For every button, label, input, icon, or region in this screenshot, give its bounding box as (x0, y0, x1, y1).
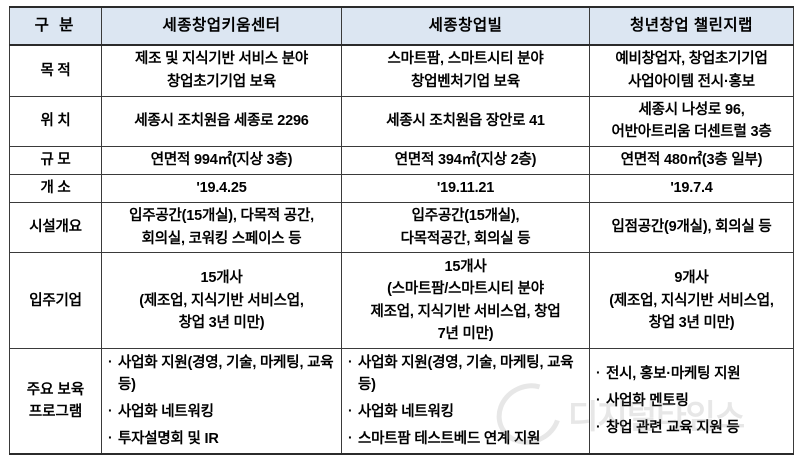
cell-line: 7년 미만) (437, 326, 494, 343)
bullet-dot-icon: · (108, 353, 113, 370)
cell-line: 입주공간(15개실), (411, 208, 520, 225)
bullet-dot-icon: · (108, 402, 113, 419)
cell-bldg: 세종시 조치원읍 장안로 41 (341, 95, 590, 148)
cell-lab: 세종시 나성로 96, 어반아트리움 더센트럴 3층 (589, 95, 794, 148)
table-body: 목 적 제조 및 지식기반 서비스 분야 창업초기기업 보육 스마트팜, 스마트시티 … (9, 44, 794, 456)
cell-line: 사업아이템 전시·홍보 (628, 73, 755, 90)
row-label-line: 주요 보육 (26, 381, 85, 398)
row-label: 위 치 (9, 95, 102, 148)
row-label: 개 소 (9, 173, 102, 203)
table-row: 개 소 '19.4.25 '19.11.21 '19.7.4 (9, 173, 794, 203)
row-label: 시설개요 (9, 201, 102, 254)
cell-line: 9개사 (674, 270, 709, 287)
cell-line: (제조업, 지식기반 서비스업, (609, 292, 774, 309)
cell-line: 15개사 (200, 270, 243, 287)
cell-line: 창업 3년 미만) (648, 315, 735, 332)
cell-center: '19.4.25 (101, 173, 342, 203)
cell-bldg: · 사업화 지원(경영, 기술, 마케팅, 교육 등) · 사업화 네트워킹 · 스마트팜… (341, 348, 590, 456)
bullet-item: · 사업화 네트워킹 (348, 402, 454, 421)
row-label: 입주기업 (9, 252, 102, 350)
table-row: 주요 보육 프로그램 · 사업화 지원(경영, 기술, 마케팅, 교육 등) · 사업화 … (9, 348, 794, 456)
cell-center: · 사업화 지원(경영, 기술, 마케팅, 교육 등) · 사업화 네트워킹 · 투자설명… (101, 348, 342, 456)
bullet-dot-icon: · (596, 418, 601, 435)
cell-line: 입점공간(9개실), 회의실 등 (611, 219, 772, 236)
cell-line: 연면적 480㎡(3층 일부) (620, 152, 763, 169)
cell-line: 창업 3년 미만) (178, 315, 265, 332)
cell-line: 제조업, 지식기반 서비스업, 창업 (370, 303, 561, 320)
bullet-item: · 사업화 지원(경영, 기술, 마케팅, 교육 등) (108, 353, 334, 394)
table-row: 목 적 제조 및 지식기반 서비스 분야 창업초기기업 보육 스마트팜, 스마트시티 … (9, 44, 794, 97)
cell-line: 제조 및 지식기반 서비스 분야 (135, 51, 308, 68)
bullet-item: · 스마트팜 테스트베드 연계 지원 (348, 429, 541, 448)
table-row: 규 모 연면적 994㎡(지상 3층) 연면적 394㎡(지상 2층) 연면적 480… (9, 146, 794, 175)
bullet-item: · 창업 관련 교육 지원 등 (596, 418, 740, 437)
row-label: 목 적 (9, 44, 102, 97)
bullet-item: · 전시, 홍보·마케팅 지원 (596, 364, 741, 383)
cell-lab: 입점공간(9개실), 회의실 등 (589, 201, 794, 254)
cell-line: (스마트팜/스마트시티 분야 (387, 281, 544, 298)
cell-line: 연면적 394㎡(지상 2층) (394, 152, 537, 169)
cell-bldg: '19.11.21 (341, 173, 590, 203)
table-row: 시설개요 입주공간(15개실), 다목적 공간, 회의실, 코워킹 스페이스 등 입주… (9, 201, 794, 254)
cell-line: '19.4.25 (196, 180, 247, 197)
row-label: 규 모 (9, 146, 102, 175)
bullet-item: · 투자설명회 및 IR (108, 429, 219, 448)
cell-bldg: 연면적 394㎡(지상 2층) (341, 146, 590, 175)
cell-bldg: 입주공간(15개실), 다목적공간, 회의실 등 (341, 201, 590, 254)
column-header-label: 구 분 (9, 6, 102, 46)
bullet-dot-icon: · (348, 353, 353, 370)
bullet-dot-icon: · (596, 364, 601, 381)
cell-line: 세종시 조치원읍 세종로 2296 (134, 113, 309, 130)
cell-line: 어반아트리움 더센트럴 3층 (611, 124, 772, 141)
cell-line: 예비창업자, 창업초기기업 (615, 51, 768, 68)
cell-lab: '19.7.4 (589, 173, 794, 203)
bullet-list: · 사업화 지원(경영, 기술, 마케팅, 교육 등) · 사업화 네트워킹 · 스마트팜… (347, 352, 584, 450)
cell-center: 15개사 (제조업, 지식기반 서비스업, 창업 3년 미만) (101, 252, 342, 350)
table-header-row: 구 분 세종창업키움센터 세종창업빌 청년창업 챌린지랩 (9, 6, 794, 46)
cell-line: 세종시 조치원읍 장안로 41 (386, 113, 545, 130)
column-header-lab: 청년창업 챌린지랩 (589, 6, 794, 46)
cell-line: 연면적 994㎡(지상 3층) (150, 152, 293, 169)
cell-center: 연면적 994㎡(지상 3층) (101, 146, 342, 175)
column-header-bldg: 세종창업빌 (341, 6, 590, 46)
cell-lab: 연면적 480㎡(3층 일부) (589, 146, 794, 175)
row-label-line: 프로그램 (28, 404, 83, 421)
table-row: 입주기업 15개사 (제조업, 지식기반 서비스업, 창업 3년 미만) 15개사 (스마… (9, 252, 794, 350)
bullet-item: · 사업화 멘토링 (596, 391, 689, 410)
table-row: 위 치 세종시 조치원읍 세종로 2296 세종시 조치원읍 장안로 41 세종시 나… (9, 95, 794, 148)
bullet-list: · 전시, 홍보·마케팅 지원 · 사업화 멘토링 · 창업 관련 교육 지원 등 (595, 363, 788, 439)
cell-line: 입주공간(15개실), 다목적 공간, (129, 208, 314, 225)
cell-line: 회의실, 코워킹 스페이스 등 (141, 230, 302, 247)
cell-line: 15개사 (444, 258, 487, 275)
cell-line: '19.7.4 (670, 180, 713, 197)
bullet-dot-icon: · (348, 402, 353, 419)
bullet-dot-icon: · (348, 429, 353, 446)
cell-lab: 9개사 (제조업, 지식기반 서비스업, 창업 3년 미만) (589, 252, 794, 350)
bullet-dot-icon: · (108, 429, 113, 446)
cell-lab: · 전시, 홍보·마케팅 지원 · 사업화 멘토링 · 창업 관련 교육 지원 등 (589, 348, 794, 456)
cell-line: 스마트팜, 스마트시티 분야 (387, 51, 544, 68)
cell-line: '19.11.21 (436, 180, 495, 197)
bullet-dot-icon: · (596, 391, 601, 408)
cell-line: 다목적공간, 회의실 등 (400, 230, 531, 247)
cell-center: 입주공간(15개실), 다목적 공간, 회의실, 코워킹 스페이스 등 (101, 201, 342, 254)
cell-line: 세종시 나성로 96, (638, 101, 745, 118)
bullet-item: · 사업화 네트워킹 (108, 402, 214, 421)
bullet-list: · 사업화 지원(경영, 기술, 마케팅, 교육 등) · 사업화 네트워킹 · 투자설명… (107, 352, 336, 450)
bullet-item: · 사업화 지원(경영, 기술, 마케팅, 교육 등) (348, 353, 574, 394)
facility-comparison-table: 구 분 세종창업키움센터 세종창업빌 청년창업 챌린지랩 목 적 제조 및 지식기… (9, 6, 794, 456)
cell-line: 창업벤처기업 보육 (411, 73, 520, 90)
cell-line: (제조업, 지식기반 서비스업, (139, 292, 304, 309)
column-header-center: 세종창업키움센터 (101, 6, 342, 46)
cell-line: 창업초기기업 보육 (167, 73, 276, 90)
cell-center: 세종시 조치원읍 세종로 2296 (101, 95, 342, 148)
